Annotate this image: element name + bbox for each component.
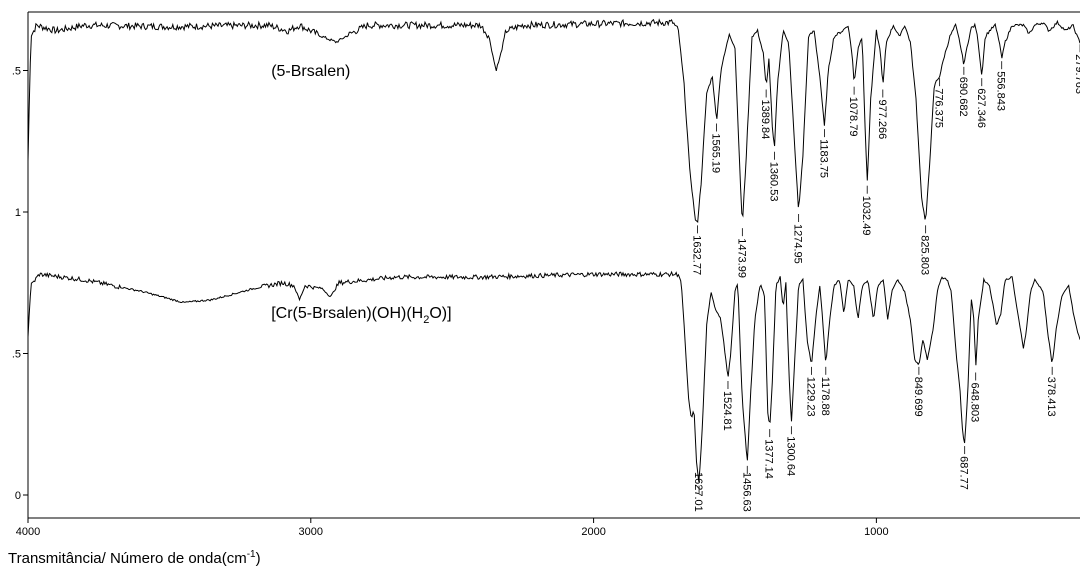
series-label-ligand: (5-Brsalen) [271,63,350,80]
peak-label: 776.375 [933,88,945,128]
peak-label: 849.699 [912,377,924,417]
x-axis-label-main: Transmitância/ Número de onda(cm [8,550,247,567]
x-tick-label: 2000 [581,526,605,538]
series-layer [28,18,1080,482]
peak-label: 627.346 [975,88,987,128]
peak-label: 977.266 [876,100,888,140]
peak-annotations: 1632.77 1565.19 1473.99 1389.84 1360.53 1274.… [690,44,1080,512]
peak-label: 1377.14 [763,439,775,479]
peak-label: 648.803 [969,383,981,423]
axes [27,11,1080,519]
series-label-complex: [Cr(5-Brsalen)(OH)(H2O)] [271,305,451,326]
peak-label: 556.843 [995,71,1007,111]
peak-label: 1632.77 [690,235,702,275]
peak-label: 1473.99 [735,238,747,278]
x-tick-label: 4000 [16,526,40,538]
series-line-complex [28,270,1080,482]
peak-label: 1360.53 [767,162,779,202]
x-axis-label-close: ) [256,550,261,567]
peak-label: 1300.64 [784,436,796,476]
y-tick-label: .5 [12,349,21,361]
peak-label: 687.77 [958,456,970,490]
peak-label: 279.763 [1073,54,1080,94]
y-ticks: 0 .5 1 .5 [12,66,28,502]
x-ticks: 4000 3000 2000 1000 [16,518,889,538]
y-tick-label: 1 [15,207,21,219]
peak-label: 1178.88 [819,377,831,416]
peak-label: 1456.63 [740,472,752,512]
y-tick-label: 0 [15,490,21,502]
peak-label: 378.413 [1045,377,1057,417]
peak-label: 1389.84 [759,100,771,140]
x-tick-label: 1000 [864,526,888,538]
peak-label: 1524.81 [721,391,733,431]
peak-label: 1183.75 [817,139,829,178]
peak-label: 1274.95 [792,224,804,264]
peak-label: 1032.49 [860,196,872,236]
x-axis-label-superscript: -1 [247,549,256,560]
series-line-ligand [28,18,1080,224]
y-tick-label: .5 [12,66,21,78]
peak-label: 1078.79 [847,97,859,137]
peak-label: 825.803 [919,235,931,275]
peak-label: 690.682 [957,77,969,117]
peak-label: 1565.19 [710,133,722,173]
peak-label: 1627.01 [692,472,704,512]
series-labels: (5-Brsalen) [Cr(5-Brsalen)(OH)(H2O)] [271,63,451,326]
peak-label: 1229.23 [805,377,817,417]
x-tick-label: 3000 [299,526,323,538]
x-axis-label: Transmitância/ Número de onda(cm-1) [8,549,261,567]
